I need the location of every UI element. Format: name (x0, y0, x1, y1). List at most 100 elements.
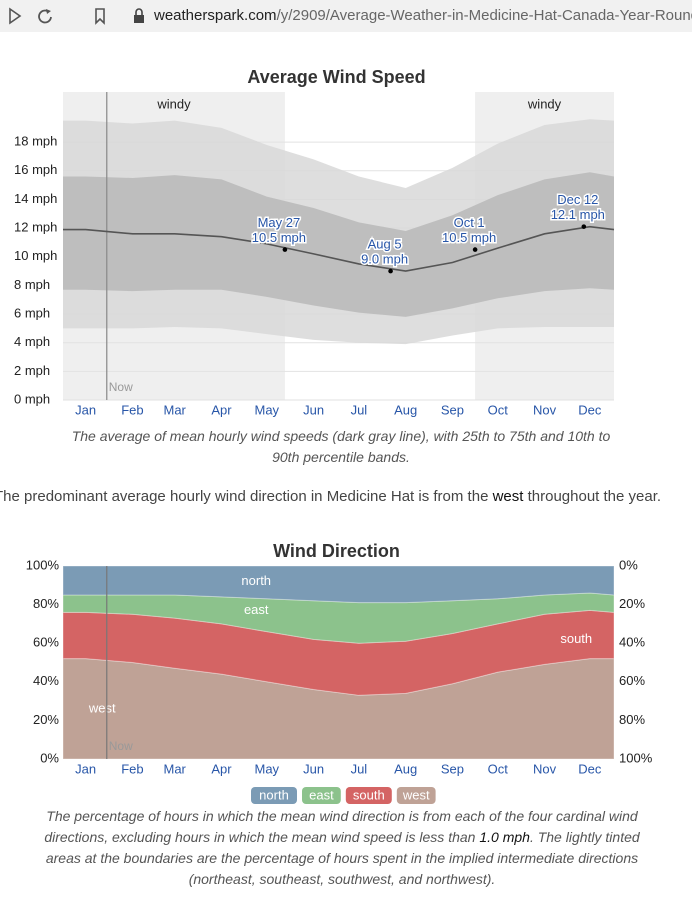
y-tick-label: 18 mph (14, 134, 57, 149)
shaded-region-label: windy (527, 96, 562, 111)
x-tick-label: May (255, 761, 280, 776)
y2-tick-label: 40% (619, 635, 645, 650)
y-tick-label: 12 mph (14, 220, 57, 235)
legend-item: south (345, 787, 392, 804)
y2-tick-label: 0% (619, 557, 638, 572)
caption-text: The percentage of hours in which the mea… (44, 808, 638, 845)
x-tick-label: Apr (211, 761, 232, 776)
browser-bar (0, 0, 692, 32)
reload-arrow (46, 9, 51, 14)
y-tick-label: 100% (26, 557, 60, 572)
x-tick-label: Feb (121, 402, 143, 417)
bookmark-button[interactable] (95, 8, 105, 25)
x-tick-label: Oct (488, 402, 509, 417)
shaded-region-label: windy (156, 96, 191, 111)
x-tick-label: Mar (164, 402, 187, 417)
paragraph-text: The predominant average hourly wind dire… (0, 488, 493, 505)
annotation-date: May 27 (258, 215, 301, 230)
lock-shackle (135, 8, 143, 15)
x-tick-label: Apr (211, 402, 232, 417)
annotation-point (282, 247, 288, 252)
legend: north east south west (251, 787, 436, 804)
area-label: east (244, 602, 269, 617)
annotation-label: 10.5 mph (442, 230, 496, 245)
area (62, 658, 615, 760)
legend-label: west (402, 787, 430, 802)
annotation-date: Dec 12 (557, 192, 598, 207)
x-tick-label: May (255, 402, 280, 417)
y2-tick-label: 100% (619, 750, 653, 765)
area (62, 609, 615, 696)
legend-item: west (396, 787, 436, 804)
chart-title: Wind Direction (273, 541, 400, 561)
y2-tick-label: 60% (619, 673, 645, 688)
y-tick-label: 40% (33, 673, 59, 688)
x-tick-label: Jun (303, 761, 324, 776)
url[interactable]: weatherspark.com/y/2909/Average-Weather-… (153, 7, 692, 24)
legend-label: east (309, 787, 334, 802)
x-tick-label: Dec (578, 761, 602, 776)
area (62, 592, 615, 644)
caption-emphasis: 1.0 mph (479, 829, 530, 845)
y-tick-label: 0% (40, 750, 59, 765)
y2-tick-label: 80% (619, 712, 645, 727)
legend-item: east (302, 787, 341, 804)
x-tick-label: Jul (351, 761, 368, 776)
area-label: west (88, 700, 116, 715)
y-tick-label: 6 mph (14, 305, 50, 320)
reload-button[interactable] (38, 9, 52, 24)
x-tick-label: Nov (533, 761, 557, 776)
x-tick-label: Aug (394, 761, 417, 776)
area (62, 565, 615, 604)
x-tick-label: Jul (351, 402, 368, 417)
caption: The percentage of hours in which the mea… (42, 806, 642, 890)
url-domain: weatherspark.com (153, 7, 277, 24)
x-tick-label: Sep (441, 402, 464, 417)
x-tick-label: Jan (75, 402, 96, 417)
y-tick-label: 60% (33, 635, 59, 650)
now-label: Now (109, 739, 133, 753)
legend-item: north (251, 787, 297, 804)
y-tick-label: 8 mph (14, 277, 50, 292)
back-button[interactable] (9, 7, 22, 25)
mean-line (63, 225, 615, 272)
x-tick-label: Nov (533, 402, 557, 417)
annotation-date: Oct 1 (454, 215, 485, 230)
annotation-point (581, 224, 587, 229)
area-label: south (560, 631, 592, 646)
x-tick-label: Dec (578, 402, 602, 417)
annotation-label: 12.1 mph (551, 207, 605, 222)
y-tick-label: 80% (33, 596, 59, 611)
y-tick-label: 16 mph (14, 162, 57, 177)
now-label: Now (109, 380, 133, 394)
x-tick-label: Oct (488, 761, 509, 776)
paragraph-text: throughout the year. (523, 488, 662, 505)
caption-text: . The lightly tinted areas at the bounda… (45, 829, 640, 887)
legend-swatch (251, 787, 297, 804)
x-tick-label: Feb (121, 761, 143, 776)
url-path: /y/2909/Average-Weather-in-Medicine-Hat-… (277, 7, 692, 24)
legend-swatch (396, 787, 436, 804)
annotation-label: 9.0 mph (361, 252, 408, 267)
y-tick-label: 0 mph (14, 391, 50, 406)
percentile-band (63, 172, 614, 317)
annotation-date: Aug 5 (368, 237, 402, 252)
legend-label: north (259, 787, 289, 802)
annotation-point (388, 268, 393, 274)
y-tick-label: 10 mph (14, 248, 57, 263)
y-tick-label: 4 mph (14, 334, 50, 349)
paragraph-emphasis: west (492, 488, 524, 505)
chart-title: Average Wind Speed (247, 67, 425, 87)
x-tick-label: Jan (75, 761, 96, 776)
annotation-label: 10.5 mph (252, 230, 306, 245)
legend-swatch (345, 787, 392, 804)
legend-swatch (302, 787, 341, 804)
area-label: north (241, 573, 271, 588)
y2-tick-label: 20% (619, 596, 645, 611)
y-tick-label: 14 mph (14, 191, 57, 206)
y-tick-label: 2 mph (14, 363, 50, 378)
annotation-point (472, 247, 478, 252)
lock-icon (134, 15, 144, 23)
